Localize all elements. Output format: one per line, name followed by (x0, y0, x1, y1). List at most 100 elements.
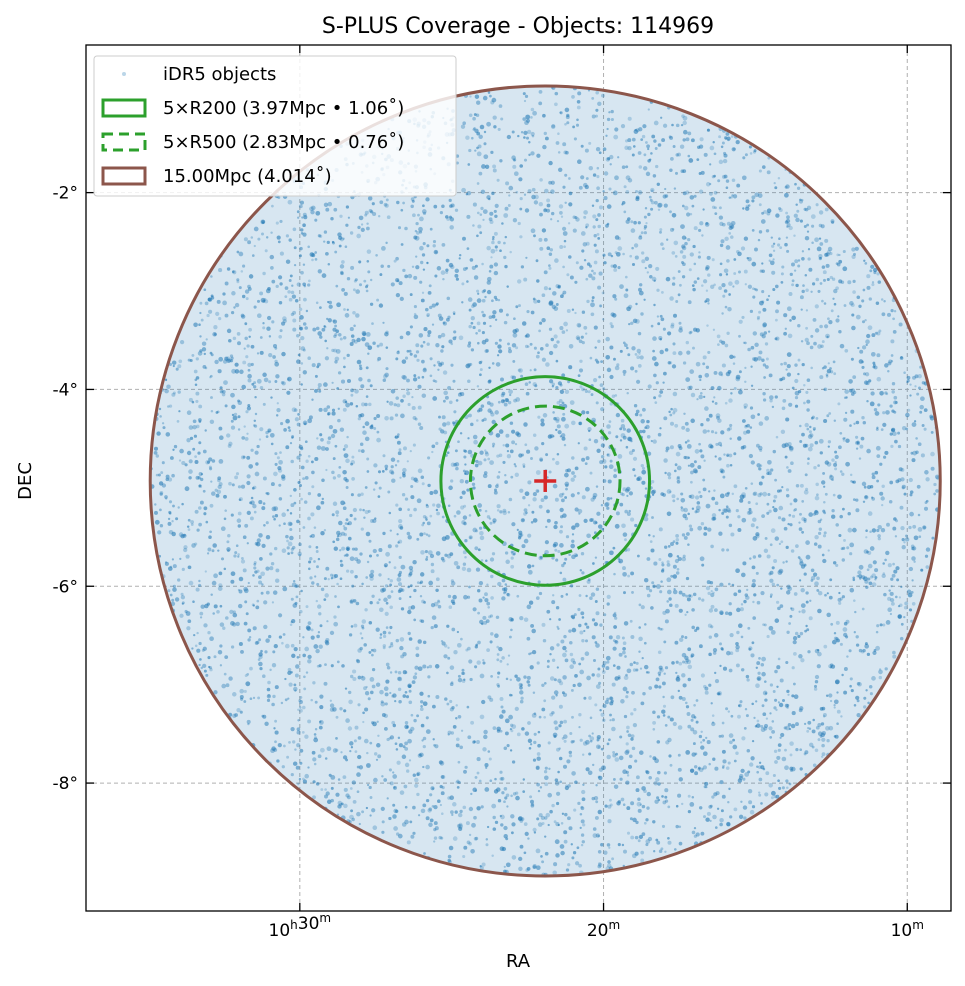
scatter-point (679, 250, 684, 254)
scatter-point (549, 676, 555, 681)
scatter-point (429, 305, 433, 310)
scatter-point (246, 542, 249, 545)
scatter-point (735, 374, 741, 380)
scatter-point (335, 748, 339, 752)
scatter-point (411, 265, 415, 269)
scatter-point (723, 508, 728, 513)
scatter-point (748, 800, 753, 805)
scatter-point (344, 687, 348, 690)
scatter-point (676, 497, 680, 501)
scatter-point (849, 542, 855, 548)
scatter-point (416, 581, 420, 584)
scatter-point (681, 635, 684, 639)
scatter-point (773, 706, 777, 710)
scatter-point (496, 683, 500, 687)
scatter-point (897, 614, 902, 619)
scatter-point (729, 423, 733, 427)
scatter-point (376, 554, 379, 557)
scatter-point (364, 707, 369, 712)
scatter-point (582, 242, 588, 247)
scatter-point (330, 786, 334, 790)
scatter-point (617, 454, 623, 459)
scatter-point (293, 646, 298, 652)
scatter-point (695, 361, 701, 367)
scatter-point (835, 523, 839, 527)
scatter-point (394, 435, 399, 439)
scatter-point (390, 457, 396, 462)
scatter-point (581, 249, 585, 253)
scatter-point (365, 531, 371, 537)
scatter-point (177, 578, 181, 582)
scatter-point (517, 279, 522, 284)
scatter-point (669, 421, 675, 426)
scatter-point (364, 691, 370, 696)
scatter-point (652, 584, 656, 589)
scatter-point (876, 376, 882, 382)
scatter-point (395, 292, 401, 298)
scatter-point (668, 410, 671, 414)
scatter-point (735, 751, 739, 755)
scatter-point (239, 688, 244, 694)
scatter-point (924, 501, 928, 505)
scatter-point (523, 99, 527, 103)
scatter-point (721, 340, 726, 345)
scatter-point (512, 359, 516, 363)
scatter-point (234, 302, 240, 308)
scatter-point (272, 515, 275, 518)
scatter-point (664, 187, 667, 191)
scatter-point (373, 427, 377, 430)
scatter-point (853, 704, 857, 707)
scatter-point (184, 463, 188, 467)
scatter-point (171, 531, 176, 537)
scatter-point (874, 576, 878, 579)
scatter-point (740, 445, 745, 450)
scatter-point (381, 775, 384, 778)
scatter-point (638, 127, 643, 132)
scatter-point (814, 495, 820, 501)
scatter-point (808, 267, 813, 272)
scatter-point (311, 398, 314, 401)
scatter-point (905, 534, 908, 538)
scatter-point (411, 405, 416, 411)
scatter-point (339, 337, 343, 341)
scatter-point (167, 517, 171, 521)
scatter-point (351, 477, 355, 481)
scatter-point (743, 403, 748, 408)
scatter-point (733, 807, 738, 812)
scatter-point (422, 744, 426, 749)
scatter-point (572, 228, 577, 233)
scatter-point (698, 644, 703, 649)
scatter-point (805, 540, 810, 545)
scatter-point (284, 643, 290, 649)
scatter-point (725, 132, 730, 136)
scatter-point (652, 721, 656, 725)
scatter-point (320, 747, 325, 753)
scatter-point (764, 680, 767, 683)
scatter-point (537, 730, 541, 734)
scatter-point (791, 694, 795, 698)
scatter-point (440, 349, 444, 353)
scatter-point (662, 704, 667, 708)
scatter-point (240, 649, 244, 654)
scatter-point (858, 304, 862, 308)
scatter-point (233, 554, 237, 558)
scatter-point (294, 673, 299, 678)
scatter-point (653, 781, 658, 786)
scatter-point (465, 821, 470, 826)
scatter-point (817, 289, 821, 293)
scatter-point (606, 843, 611, 847)
scatter-point (387, 544, 392, 549)
scatter-point (678, 350, 683, 356)
scatter-point (646, 593, 651, 598)
scatter-point (475, 332, 478, 335)
scatter-point (480, 404, 485, 408)
scatter-point (420, 344, 424, 348)
scatter-point (511, 855, 517, 860)
scatter-point (349, 741, 354, 746)
scatter-point (314, 218, 318, 222)
scatter-point (302, 263, 306, 266)
scatter-point (297, 413, 300, 416)
scatter-point (433, 836, 438, 840)
scatter-point (659, 314, 663, 318)
scatter-point (881, 484, 885, 489)
